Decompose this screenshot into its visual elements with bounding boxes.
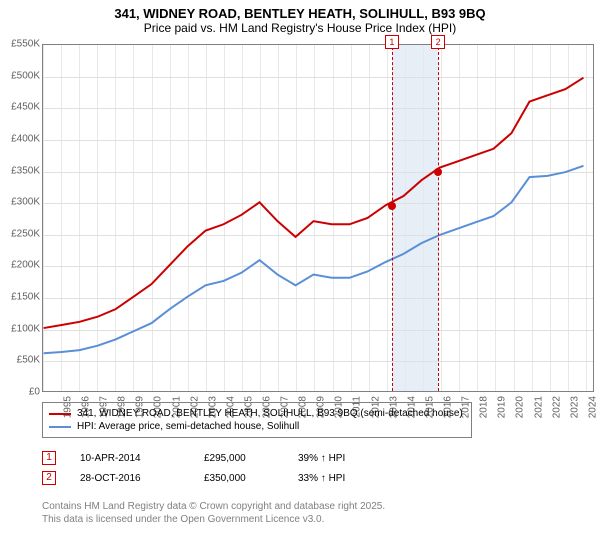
y-tick-label: £400K xyxy=(0,133,40,144)
x-tick-label: 2018 xyxy=(479,396,490,418)
callout-line xyxy=(392,37,393,391)
legend-item: HPI: Average price, semi-detached house,… xyxy=(49,420,465,433)
sale-point xyxy=(388,202,396,210)
chart-plot-area: 12 xyxy=(42,44,594,392)
callout-box: 1 xyxy=(385,35,399,49)
sale-marker-box: 2 xyxy=(42,471,56,485)
x-tick-label: 2020 xyxy=(515,396,526,418)
y-tick-label: £0 xyxy=(0,387,40,398)
legend-item: 341, WIDNEY ROAD, BENTLEY HEATH, SOLIHUL… xyxy=(49,407,465,420)
y-tick-label: £100K xyxy=(0,323,40,334)
x-tick-label: 2024 xyxy=(587,396,598,418)
legend: 341, WIDNEY ROAD, BENTLEY HEATH, SOLIHUL… xyxy=(42,402,472,438)
y-tick-label: £150K xyxy=(0,292,40,303)
y-tick-label: £350K xyxy=(0,165,40,176)
y-tick-label: £200K xyxy=(0,260,40,271)
y-tick-label: £550K xyxy=(0,39,40,50)
sale-point xyxy=(434,168,442,176)
footer: Contains HM Land Registry data © Crown c… xyxy=(42,500,385,526)
y-tick-label: £50K xyxy=(0,355,40,366)
callout-box: 2 xyxy=(431,35,445,49)
x-tick-label: 2021 xyxy=(533,396,544,418)
series-line-property xyxy=(44,78,584,328)
callout-line xyxy=(438,37,439,391)
sales-table: 1 10-APR-2014 £295,000 39% ↑ HPI 2 28-OC… xyxy=(42,448,345,488)
x-tick-label: 2019 xyxy=(497,396,508,418)
y-tick-label: £300K xyxy=(0,197,40,208)
title-line-1: 341, WIDNEY ROAD, BENTLEY HEATH, SOLIHUL… xyxy=(0,6,600,21)
legend-label: HPI: Average price, semi-detached house,… xyxy=(77,421,299,432)
sale-delta: 39% ↑ HPI xyxy=(298,453,345,464)
x-tick-label: 2022 xyxy=(551,396,562,418)
chart-title: 341, WIDNEY ROAD, BENTLEY HEATH, SOLIHUL… xyxy=(0,0,600,35)
chart-lines xyxy=(43,45,593,391)
legend-label: 341, WIDNEY ROAD, BENTLEY HEATH, SOLIHUL… xyxy=(77,408,463,419)
sale-date: 28-OCT-2016 xyxy=(80,473,180,484)
legend-swatch xyxy=(49,413,71,415)
sale-price: £295,000 xyxy=(204,453,274,464)
y-tick-label: £450K xyxy=(0,102,40,113)
footer-line-2: This data is licensed under the Open Gov… xyxy=(42,513,385,526)
footer-line-1: Contains HM Land Registry data © Crown c… xyxy=(42,500,385,513)
y-tick-label: £250K xyxy=(0,228,40,239)
sale-row: 2 28-OCT-2016 £350,000 33% ↑ HPI xyxy=(42,468,345,488)
sale-marker-box: 1 xyxy=(42,451,56,465)
series-line-hpi xyxy=(44,166,584,353)
sale-date: 10-APR-2014 xyxy=(80,453,180,464)
sale-delta: 33% ↑ HPI xyxy=(298,473,345,484)
sale-row: 1 10-APR-2014 £295,000 39% ↑ HPI xyxy=(42,448,345,468)
sale-price: £350,000 xyxy=(204,473,274,484)
title-line-2: Price paid vs. HM Land Registry's House … xyxy=(0,21,600,35)
x-tick-label: 2023 xyxy=(569,396,580,418)
y-tick-label: £500K xyxy=(0,70,40,81)
legend-swatch xyxy=(49,426,71,428)
